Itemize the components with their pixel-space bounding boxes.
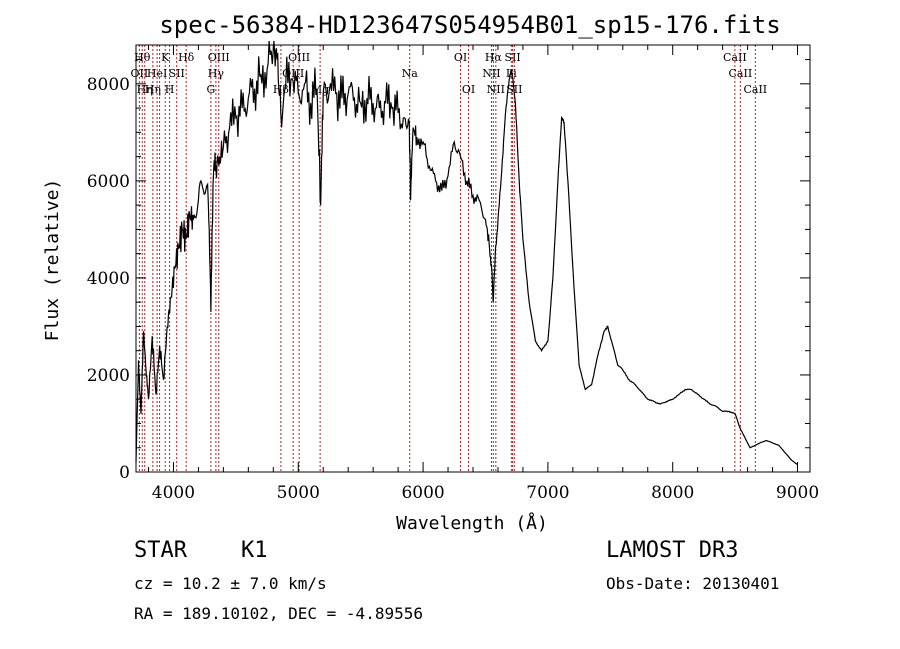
line-marker-label: H [165, 83, 175, 96]
object-class-label: STAR [134, 538, 187, 563]
line-marker-label: CaII [723, 51, 747, 64]
line-marker-label: G [206, 83, 215, 96]
line-marker-label: NII [482, 67, 500, 80]
line-marker-label: Hη [145, 83, 161, 96]
line-marker-label: Hη [137, 83, 153, 96]
chart-title: spec-56384-HD123647S054954B01_sp15-176.f… [159, 11, 780, 39]
x-tick-label: 5000 [277, 483, 320, 503]
line-marker-label: Na [402, 67, 419, 80]
line-marker-layer [138, 45, 756, 472]
survey-label: LAMOST DR3 [606, 538, 739, 563]
line-marker-label: NII [487, 83, 505, 96]
line-marker-label: SII [504, 51, 520, 64]
y-tick-label: 6000 [87, 172, 130, 192]
redshift-text: cz = 10.2 ± 7.0 km/s [134, 574, 327, 593]
line-marker-label: OI [462, 83, 475, 96]
spectrum-series-line [135, 40, 798, 466]
line-label-layer: OIIHθHηHηHeIKHSIIHδGHγOIIIHβOIIIOIIIMgNa… [131, 51, 768, 96]
line-marker-label: K [161, 51, 170, 64]
x-axis-label: Wavelength (Å) [396, 512, 548, 534]
y-tick-label: 4000 [87, 269, 130, 289]
y-tick-label: 0 [119, 463, 130, 483]
line-marker-label: Hθ [134, 51, 151, 64]
line-marker-label: Hγ [208, 67, 225, 80]
x-tick-labels: 4000 5000 6000 7000 8000 9000 [152, 483, 819, 503]
x-tick-label: 4000 [152, 483, 195, 503]
axis-ticks [136, 45, 810, 473]
x-tick-label: 9000 [776, 483, 819, 503]
line-marker-label: OI [454, 51, 467, 64]
x-tick-label: 6000 [401, 483, 444, 503]
observation-date-text: Obs-Date: 20130401 [606, 574, 780, 593]
y-tick-labels: 0 2000 4000 6000 8000 [87, 75, 130, 483]
y-tick-label: 8000 [87, 75, 130, 95]
line-marker-label: OII [131, 67, 149, 80]
line-marker-label: SII [169, 67, 185, 80]
y-tick-label: 2000 [87, 366, 130, 386]
line-marker-label: CaII [729, 67, 753, 80]
object-subclass-label: K1 [241, 538, 268, 563]
line-marker-label: Hα [485, 51, 503, 64]
line-marker-label: CaII [743, 83, 767, 96]
ra-dec-text: RA = 189.10102, DEC = -4.89556 [134, 604, 423, 623]
line-marker-label: OIII [288, 51, 310, 64]
x-tick-label: 7000 [526, 483, 569, 503]
line-marker-label: HeI [147, 67, 167, 80]
x-tick-label: 8000 [651, 483, 694, 503]
y-axis-label: Flux (relative) [42, 179, 63, 342]
line-marker-label: Hδ [178, 51, 195, 64]
line-marker-label: OIII [208, 51, 230, 64]
plot-frame [135, 44, 811, 473]
